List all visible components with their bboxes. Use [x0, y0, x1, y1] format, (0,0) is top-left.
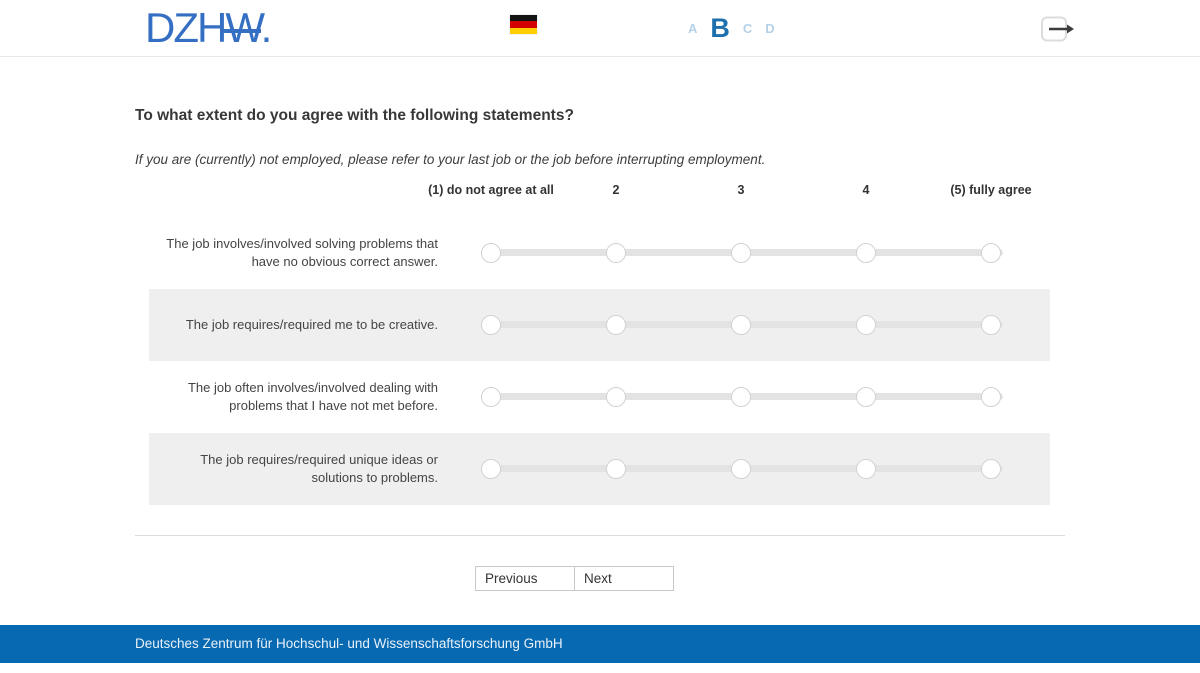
answer-slider-4[interactable]	[481, 459, 1003, 479]
scale-option-4[interactable]	[856, 243, 876, 263]
section-a: A	[688, 21, 698, 36]
scale-option-1[interactable]	[481, 243, 501, 263]
scale-option-4[interactable]	[856, 459, 876, 479]
exit-survey-button[interactable]	[1041, 16, 1075, 43]
logo-strike-line	[221, 29, 261, 33]
scale-option-5[interactable]	[981, 243, 1001, 263]
scale-header: (1) do not agree at all 2 3 4 (5) fully …	[149, 181, 1050, 221]
scale-option-3[interactable]	[731, 387, 751, 407]
scale-option-1[interactable]	[481, 387, 501, 407]
statement-text: The job involves/involved solving proble…	[166, 235, 438, 269]
footer: Deutsches Zentrum für Hochschul- und Wis…	[0, 625, 1200, 663]
statement-row-1: The job involves/involved solving proble…	[149, 217, 1050, 289]
scale-label-1: (1) do not agree at all	[428, 183, 554, 197]
section-divider	[135, 535, 1065, 536]
next-button[interactable]: Next	[574, 566, 674, 591]
flag-stripe-red	[510, 21, 537, 28]
scale-option-1[interactable]	[481, 459, 501, 479]
scale-option-2[interactable]	[606, 315, 626, 335]
scale-option-2[interactable]	[606, 387, 626, 407]
scale-label-2: 2	[612, 183, 620, 197]
section-d: D	[765, 21, 775, 36]
scale-label-4: 4	[862, 183, 870, 197]
previous-button[interactable]: Previous	[475, 566, 575, 591]
scale-option-3[interactable]	[731, 459, 751, 479]
scale-label-3: 3	[737, 183, 745, 197]
scale-option-5[interactable]	[981, 459, 1001, 479]
scale-option-3[interactable]	[731, 243, 751, 263]
statement-text: The job requires/required me to be creat…	[185, 316, 438, 332]
header: DZHW. A B C D	[0, 0, 1200, 57]
scale-label-5: (5) fully agree	[950, 183, 1032, 197]
scale-option-4[interactable]	[856, 387, 876, 407]
flag-stripe-black	[510, 15, 537, 22]
question-instruction: If you are (currently) not employed, ple…	[135, 152, 766, 167]
section-progress: A B C D	[688, 0, 775, 57]
scale-option-2[interactable]	[606, 243, 626, 263]
statement-row-4: The job requires/required unique ideas o…	[149, 433, 1050, 505]
section-b-current: B	[710, 13, 730, 43]
scale-option-4[interactable]	[856, 315, 876, 335]
statement-text: The job requires/required unique ideas o…	[200, 451, 438, 485]
answer-slider-3[interactable]	[481, 387, 1003, 407]
statement-row-3: The job often involves/involved dealing …	[149, 361, 1050, 433]
flag-stripe-gold	[510, 27, 537, 34]
navigation-buttons: Previous Next	[475, 566, 674, 591]
logout-arrow-icon	[1041, 16, 1074, 42]
statement-text: The job often involves/involved dealing …	[187, 379, 438, 413]
german-flag-icon[interactable]	[510, 15, 537, 34]
answer-slider-2[interactable]	[481, 315, 1003, 335]
answer-slider-1[interactable]	[481, 243, 1003, 263]
footer-org-name: Deutsches Zentrum für Hochschul- und Wis…	[135, 636, 563, 651]
scale-option-5[interactable]	[981, 315, 1001, 335]
logo-text: DZHW.	[145, 4, 272, 51]
scale-option-5[interactable]	[981, 387, 1001, 407]
scale-option-3[interactable]	[731, 315, 751, 335]
scale-option-1[interactable]	[481, 315, 501, 335]
question-title: To what extent do you agree with the fol…	[135, 107, 574, 124]
scale-option-2[interactable]	[606, 459, 626, 479]
statement-row-2: The job requires/required me to be creat…	[149, 289, 1050, 361]
dzhw-logo: DZHW.	[145, 4, 272, 53]
section-c: C	[742, 21, 753, 36]
